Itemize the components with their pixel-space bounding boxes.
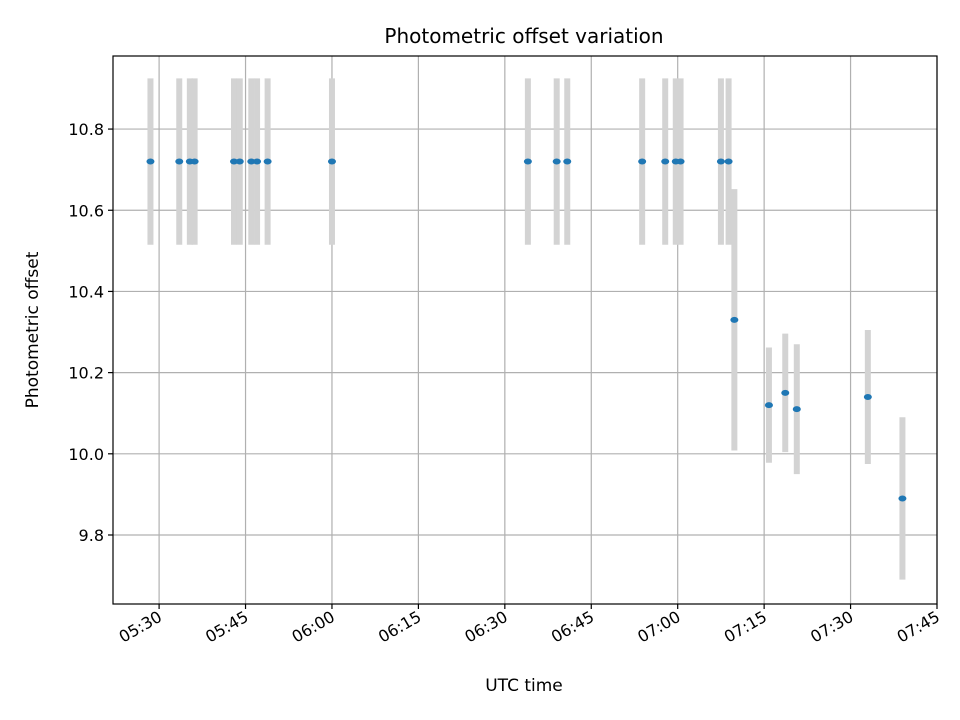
data-point	[523, 158, 532, 165]
data-point	[716, 158, 725, 165]
data-point	[764, 402, 773, 409]
data-point	[661, 158, 670, 165]
data-point	[552, 158, 561, 165]
data-point	[563, 158, 572, 165]
y-tick-label: 10.8	[68, 120, 104, 139]
y-tick-label: 10.4	[68, 282, 104, 301]
data-point	[327, 158, 336, 165]
y-tick-label: 9.8	[79, 526, 104, 545]
data-point	[190, 158, 199, 165]
data-points	[146, 158, 907, 502]
data-point	[230, 158, 239, 165]
data-point	[863, 393, 872, 400]
plot-frame	[112, 55, 938, 605]
data-point	[898, 495, 907, 502]
data-point	[263, 158, 272, 165]
data-point	[730, 316, 739, 323]
y-axis-label: Photometric offset	[23, 251, 43, 408]
data-point	[235, 158, 244, 165]
chart-title: Photometric offset variation	[384, 24, 663, 48]
data-point	[175, 158, 184, 165]
data-point	[247, 158, 256, 165]
y-tick-label: 10.6	[68, 201, 104, 220]
y-tick-label: 10.2	[68, 364, 104, 383]
y-axis-ticks: 9.8 10.0 10.2 10.4 10.6 10.8	[68, 120, 113, 545]
y-tick-label: 10.0	[68, 445, 104, 464]
data-point	[792, 406, 801, 413]
data-point	[253, 158, 262, 165]
data-point	[676, 158, 685, 165]
data-point	[724, 158, 733, 165]
data-point	[146, 158, 155, 165]
data-point	[781, 389, 790, 396]
data-point	[638, 158, 647, 165]
x-axis-label: UTC time	[485, 676, 563, 696]
